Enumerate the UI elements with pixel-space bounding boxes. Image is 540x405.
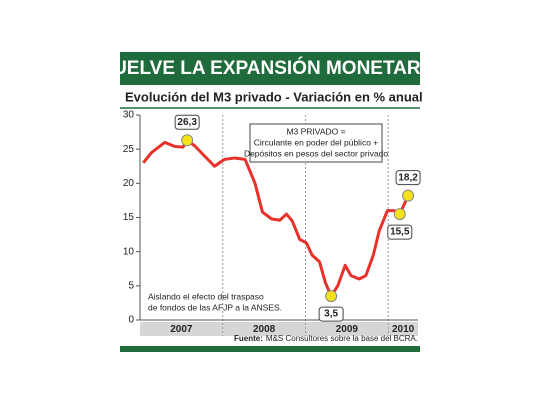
value-label-box [395,170,421,186]
value-label: 18,2 [398,172,418,183]
x-tick-label: 2010 [392,324,415,335]
x-band [140,322,418,336]
title-band [120,52,420,85]
y-tick-label: 30 [123,110,135,121]
x-tick-label: 2007 [170,324,193,335]
chart-subtitle: Evolución del M3 privado - Variación en … [125,89,423,104]
definition-line: Circulante en poder del público + [254,137,379,147]
value-label: 26,3 [177,117,197,128]
y-tick-label: 0 [128,315,134,326]
note-line: Aislando el efecto del traspaso [148,291,264,301]
note-line: de fondos de las AFJP a la ANSES. [148,302,282,312]
x-tick-label: 2009 [336,324,359,335]
value-label: 15,5 [390,227,410,238]
chart-title: VUELVE LA EXPANSIÓN MONETARIA [100,57,439,79]
point-highlight [181,134,194,147]
source: Fuente: M&S Consultores sobre la base del… [234,334,418,343]
source-text: M&S Consultores sobre la base del BCRA. [266,334,418,343]
definition-line: Depósitos en pesos del sector privado [244,148,388,158]
y-tick-label: 5 [128,280,134,291]
y-tick-label: 25 [123,144,135,155]
source-label: Fuente: [234,334,263,343]
y-tick-label: 20 [123,178,135,189]
point-highlight [325,290,338,303]
series-line [142,138,410,298]
value-label-box [318,306,344,322]
value-label-box [387,224,413,240]
y-tick-label: 10 [123,246,135,257]
bottom-band [120,346,420,352]
value-label-box [174,114,200,130]
x-tick-label: 2008 [253,324,276,335]
point-highlight [393,208,406,221]
point-highlight [402,189,415,202]
value-label: 3,5 [324,309,338,320]
y-tick-label: 15 [123,212,135,223]
definition-line: M3 PRIVADO = [286,126,345,136]
definition-box [249,123,383,163]
